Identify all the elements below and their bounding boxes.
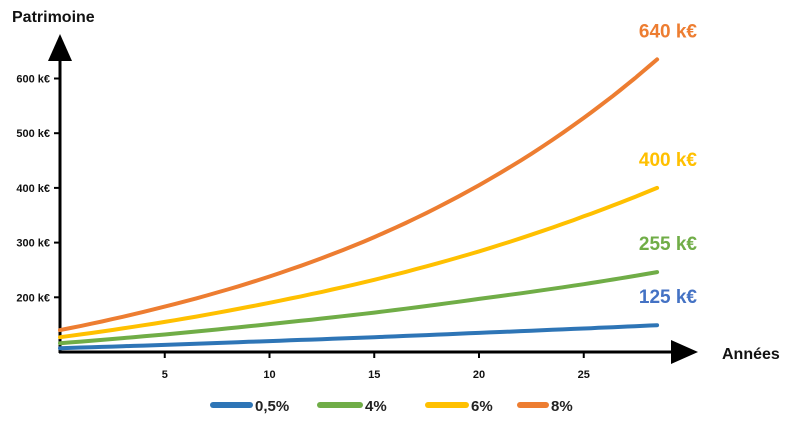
legend-label: 8% (551, 398, 573, 415)
y-axis-label: Patrimoine (12, 9, 95, 26)
y-tick-label: 600 k€ (16, 74, 50, 86)
legend-item: 8% (517, 398, 573, 415)
legend-label: 0,5% (255, 398, 289, 415)
x-tick-label: 20 (473, 369, 485, 381)
legend-item: 6% (425, 398, 493, 415)
series-line-6% (58, 185, 660, 340)
legend-item: 0,5% (210, 398, 289, 415)
end-value-label: 400 k€ (639, 150, 698, 171)
series-line-0,5% (58, 323, 660, 351)
y-tick-label: 300 k€ (16, 238, 50, 250)
end-value-label: 255 k€ (639, 234, 698, 255)
series-line-4% (58, 270, 660, 346)
legend-label: 6% (471, 398, 493, 415)
end-value-label: 640 k€ (639, 21, 698, 42)
legend-label: 4% (365, 398, 387, 415)
x-tick-label: 15 (368, 369, 380, 381)
end-value-label: 125 k€ (639, 287, 698, 308)
x-tick-label: 25 (578, 369, 590, 381)
x-tick-label: 10 (263, 369, 275, 381)
x-axis-label: Années (722, 346, 780, 363)
series-line-8% (58, 57, 660, 333)
legend-item: 4% (317, 398, 387, 415)
y-tick-label: 200 k€ (16, 292, 50, 304)
y-tick-label: 400 k€ (16, 183, 50, 195)
y-tick-label: 500 k€ (16, 128, 50, 140)
x-tick-label: 5 (162, 369, 168, 381)
